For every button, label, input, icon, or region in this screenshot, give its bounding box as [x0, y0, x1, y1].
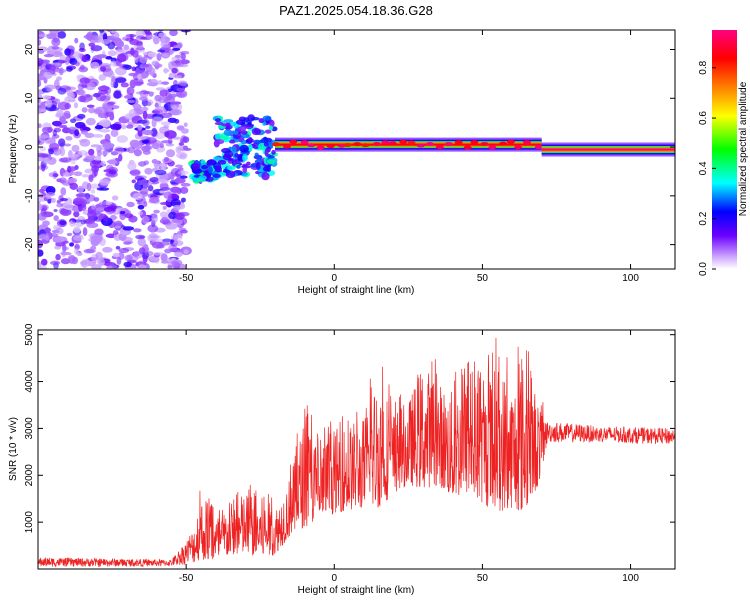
colorbar-tick-label: 0.4 [698, 161, 709, 175]
snr-x-label: Height of straight line (km) [298, 585, 415, 596]
colorbar-gradient [712, 30, 737, 269]
snr-y-label: SNR (10 * v/v) [8, 417, 19, 481]
spectrogram-region [541, 142, 675, 157]
colorbar-label: Normalized spectral amplitude [738, 81, 749, 216]
spectrogram-region [188, 159, 220, 185]
snr-y-tick-label: 2000 [24, 464, 35, 487]
snr-y-tick-label: 4000 [24, 370, 35, 393]
snr-frame [37, 329, 676, 570]
snr-series-line [38, 337, 675, 568]
snr-y-tick-label: 3000 [24, 417, 35, 440]
spectrogram-x-tick-label: 100 [622, 273, 639, 284]
spectrogram-region [212, 114, 278, 181]
colorbar-tick-label: 0.2 [698, 211, 709, 225]
colorbar: 0.0 0.2 0.4 0.6 0.8 Normalized spectral ampl… [698, 30, 749, 276]
spectrogram-y-tick-label: -20 [24, 237, 35, 252]
spectrogram-x-tick-label: -50 [179, 273, 194, 284]
spectrogram-frame [37, 29, 676, 270]
spectrogram-region [272, 137, 543, 152]
spectrogram-x-tick-label: 50 [477, 273, 489, 284]
colorbar-tick-label: 0.0 [698, 262, 709, 276]
spectrogram-y-tick-label: -10 [24, 188, 35, 203]
colorbar-tick-label: 0.8 [698, 60, 709, 74]
spectrogram-y-tick-label: 20 [24, 44, 35, 56]
snr-x-tick-label: 100 [622, 573, 639, 584]
spectrogram-region [38, 30, 192, 269]
spectrogram-x-label: Height of straight line (km) [298, 285, 415, 296]
chart-title: PAZ1.2025.054.18.36.G28 [279, 3, 433, 18]
colorbar-tick-label: 0.6 [698, 111, 709, 125]
spectrogram-y-tick-label: 10 [24, 92, 35, 104]
snr-panel: -50 0 50 100 1000 2000 3000 4000 5000 Height of… [8, 323, 676, 596]
spectrogram-y-tick-label: 0 [24, 144, 35, 150]
snr-x-tick-label: 0 [331, 573, 337, 584]
snr-x-tick-label: -50 [179, 573, 194, 584]
spectrogram-y-label: Frequency (Hz) [8, 115, 19, 184]
snr-x-tick-label: 50 [477, 573, 489, 584]
snr-y-tick-label: 5000 [24, 323, 35, 346]
spectrogram-panel: -50 0 50 100 -20 -10 0 10 20 Height of straight… [8, 29, 676, 296]
snr-y-tick-label: 1000 [24, 511, 35, 534]
spectrogram-x-tick-label: 0 [331, 273, 337, 284]
